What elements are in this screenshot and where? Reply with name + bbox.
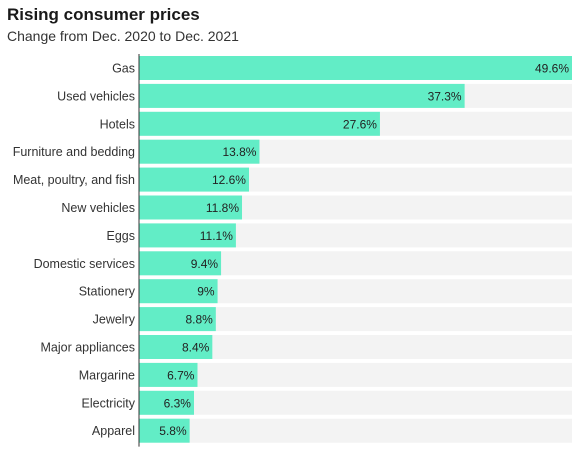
category-label: Eggs (107, 229, 136, 243)
category-label: Furniture and bedding (13, 145, 135, 159)
bar (139, 362, 198, 387)
bar-track (139, 362, 572, 387)
value-label: 6.7% (167, 368, 195, 382)
bar-chart: Gas Used vehicles Hotels Furniture and bedd… (13, 54, 572, 447)
bar (139, 223, 236, 248)
bar (139, 251, 222, 276)
bar (139, 279, 218, 304)
bar-track (139, 251, 572, 276)
value-label: 9.4% (191, 257, 219, 271)
bar (139, 335, 213, 359)
value-label: 8.4% (182, 341, 210, 355)
value-label: 11.1% (200, 229, 233, 243)
value-labels-group: 49.6% 37.3% 27.6% 13.8% 12.6% 11.8% 11.1% 9.4% 9… (159, 62, 569, 439)
category-label: Domestic services (34, 257, 135, 271)
value-label: 8.8% (185, 313, 213, 327)
bar (139, 307, 216, 332)
value-label: 6.3% (164, 396, 192, 410)
chart-title: Rising consumer prices (7, 5, 200, 24)
value-label: 11.8% (206, 201, 239, 215)
category-labels-group: Gas Used vehicles Hotels Furniture and bedd… (13, 62, 136, 439)
category-label: Meat, poultry, and fish (13, 173, 135, 187)
bar-track (139, 390, 572, 415)
value-label: 49.6% (535, 62, 569, 76)
bar (139, 390, 194, 415)
bar-track (139, 418, 572, 443)
value-label: 9% (197, 285, 215, 299)
category-label: Gas (112, 62, 135, 76)
category-label: Apparel (92, 424, 135, 438)
category-label: Jewelry (93, 313, 136, 327)
bars-group (139, 56, 572, 443)
bar (139, 167, 249, 192)
value-label: 5.8% (159, 424, 187, 438)
chart-subtitle: Change from Dec. 2020 to Dec. 2021 (7, 28, 239, 44)
bar (139, 139, 260, 164)
category-label: Margarine (79, 368, 135, 382)
category-label: Electricity (82, 396, 136, 410)
value-label: 27.6% (343, 117, 377, 131)
bar (139, 83, 465, 108)
category-label: Stationery (79, 285, 136, 299)
category-label: Used vehicles (57, 89, 135, 103)
value-label: 13.8% (222, 145, 256, 159)
category-label: Major appliances (41, 341, 136, 355)
bar (139, 195, 243, 220)
value-label: 37.3% (428, 89, 462, 103)
category-label: Hotels (100, 117, 135, 131)
value-label: 12.6% (212, 173, 246, 187)
category-label: New vehicles (61, 201, 135, 215)
bar (139, 111, 380, 136)
bar (139, 56, 572, 80)
bar (139, 418, 190, 443)
